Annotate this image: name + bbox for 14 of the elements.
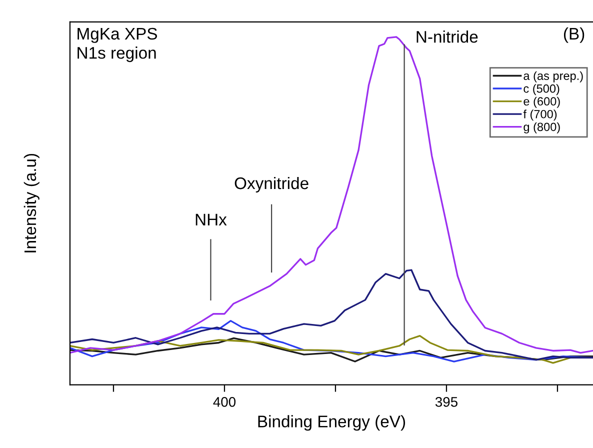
x-tick-label: 400 — [213, 397, 236, 407]
y-axis-title: Intensity (a.u) — [24, 154, 40, 252]
legend-label: f (700) — [523, 110, 557, 121]
legend-label: c (500) — [524, 84, 560, 96]
ref-line-label: Oxynitride — [234, 176, 308, 193]
x-axis-title: Binding Energy (eV) — [258, 415, 406, 431]
ref-line-label: N-nitride — [416, 30, 478, 43]
annotation: MgKa XPS N1s region — [78, 28, 158, 62]
annotation: (B) — [564, 27, 584, 43]
legend-label: a (as prep.) — [524, 71, 583, 82]
ref-line-label: NHx — [196, 214, 227, 226]
legend-label: e (600) — [524, 96, 560, 108]
x-tick-label: 395 — [435, 397, 458, 407]
legend-label: g (800) — [524, 122, 560, 134]
